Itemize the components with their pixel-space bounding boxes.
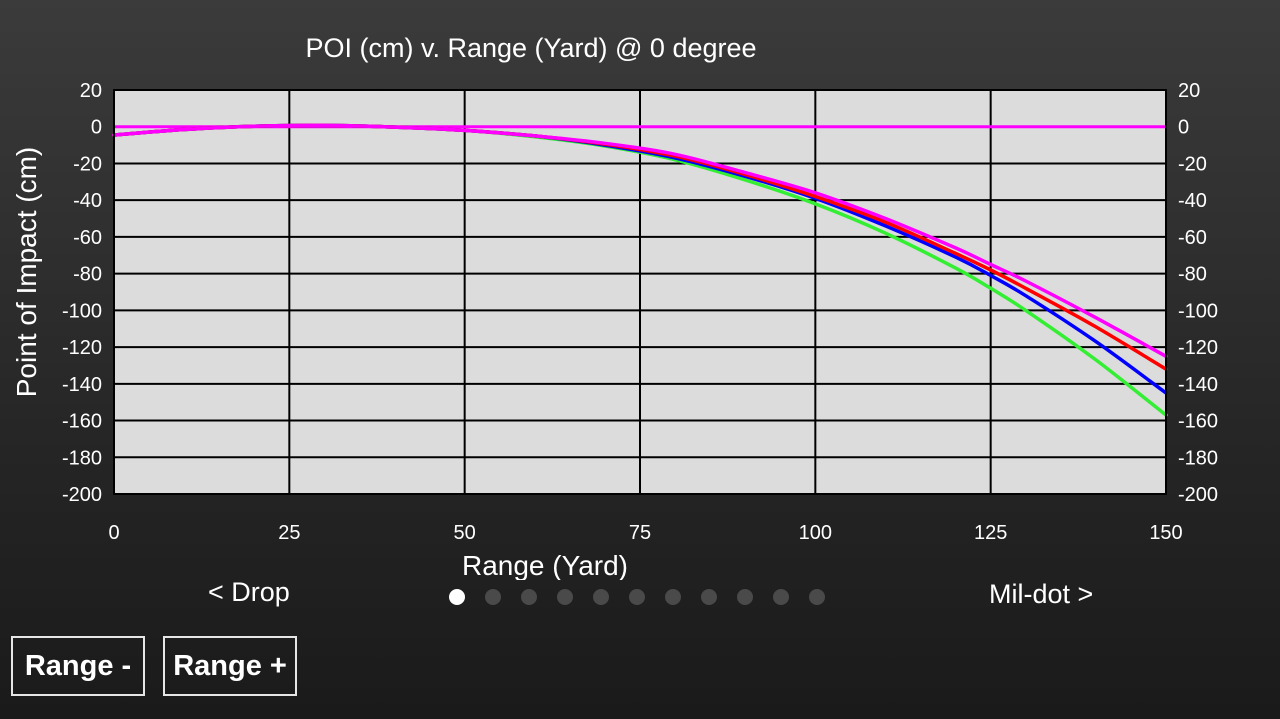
x-axis-label: Range (Yard)	[462, 550, 628, 580]
y-tick-label-left: -180	[62, 447, 102, 469]
x-tick-label: 100	[799, 522, 832, 544]
plot-frame	[113, 89, 1167, 495]
page-dot[interactable]	[485, 589, 501, 605]
page-dot[interactable]	[737, 589, 753, 605]
y-tick-label-right: -180	[1178, 447, 1218, 469]
y-axis-label: Point of Impact (cm)	[11, 147, 42, 398]
x-tick-label: 75	[629, 522, 651, 544]
y-tick-label-right: -120	[1178, 337, 1218, 359]
page-dot[interactable]	[629, 589, 645, 605]
x-axis: 0 25 50 75 100 125 150	[108, 522, 1182, 544]
x-tick-label: 150	[1149, 522, 1182, 544]
y-axis-right: 20 0 -20 -40 -60 -80 -100 -120 -140 -160 -180 -200	[1178, 80, 1218, 506]
y-tick-label-left: -140	[62, 374, 102, 396]
y-tick-label-left: 20	[80, 80, 102, 102]
series-line-0	[112, 123, 1168, 359]
series-lines	[112, 123, 1168, 417]
y-tick-label-left: 0	[91, 117, 102, 139]
range-plus-button[interactable]: Range +	[163, 636, 297, 696]
range-minus-button[interactable]: Range -	[11, 636, 145, 696]
y-tick-label-left: -40	[73, 190, 102, 212]
y-tick-label-right: -60	[1178, 227, 1207, 249]
page-dot[interactable]	[809, 589, 825, 605]
chart-title: POI (cm) v. Range (Yard) @ 0 degree	[305, 33, 756, 63]
y-axis-left: 20 0 -20 -40 -60 -80 -100 -120 -140 -160 -180 -200	[62, 80, 102, 506]
y-tick-label-right: -40	[1178, 190, 1207, 212]
next-page-mil-dot-link[interactable]: Mil-dot >	[989, 579, 1094, 609]
y-tick-label-right: -80	[1178, 264, 1207, 286]
page-dot[interactable]	[521, 589, 537, 605]
x-tick-label: 25	[278, 522, 300, 544]
y-tick-label-right: -140	[1178, 374, 1218, 396]
y-tick-label-right: -20	[1178, 153, 1207, 175]
grid-lines	[113, 89, 1167, 495]
y-tick-label-left: -120	[62, 337, 102, 359]
prev-page-drop-link[interactable]: < Drop	[208, 577, 290, 607]
x-tick-label: 0	[108, 522, 119, 544]
y-tick-label-left: -200	[62, 484, 102, 506]
page-dot[interactable]	[773, 589, 789, 605]
y-tick-label-right: 0	[1178, 117, 1189, 139]
y-tick-label-left: -60	[73, 227, 102, 249]
y-tick-label-right: -200	[1178, 484, 1218, 506]
y-tick-label-right: -100	[1178, 300, 1218, 322]
page-dot[interactable]	[665, 589, 681, 605]
page-dot[interactable]	[593, 589, 609, 605]
y-tick-label-left: -160	[62, 411, 102, 433]
y-tick-label-right: 20	[1178, 80, 1200, 102]
page-dot[interactable]	[701, 589, 717, 605]
x-tick-label: 50	[454, 522, 476, 544]
poi-range-chart: 20 0 -20 -40 -60 -80 -100 -120 -140 -160 -180 -20 0 …	[11, 33, 1218, 580]
y-tick-label-left: -100	[62, 300, 102, 322]
y-tick-label-left: -20	[73, 153, 102, 175]
page-dot[interactable]	[557, 589, 573, 605]
y-tick-label-right: -160	[1178, 411, 1218, 433]
y-tick-label-left: -80	[73, 264, 102, 286]
page-dot[interactable]	[449, 589, 465, 605]
x-tick-label: 125	[974, 522, 1007, 544]
